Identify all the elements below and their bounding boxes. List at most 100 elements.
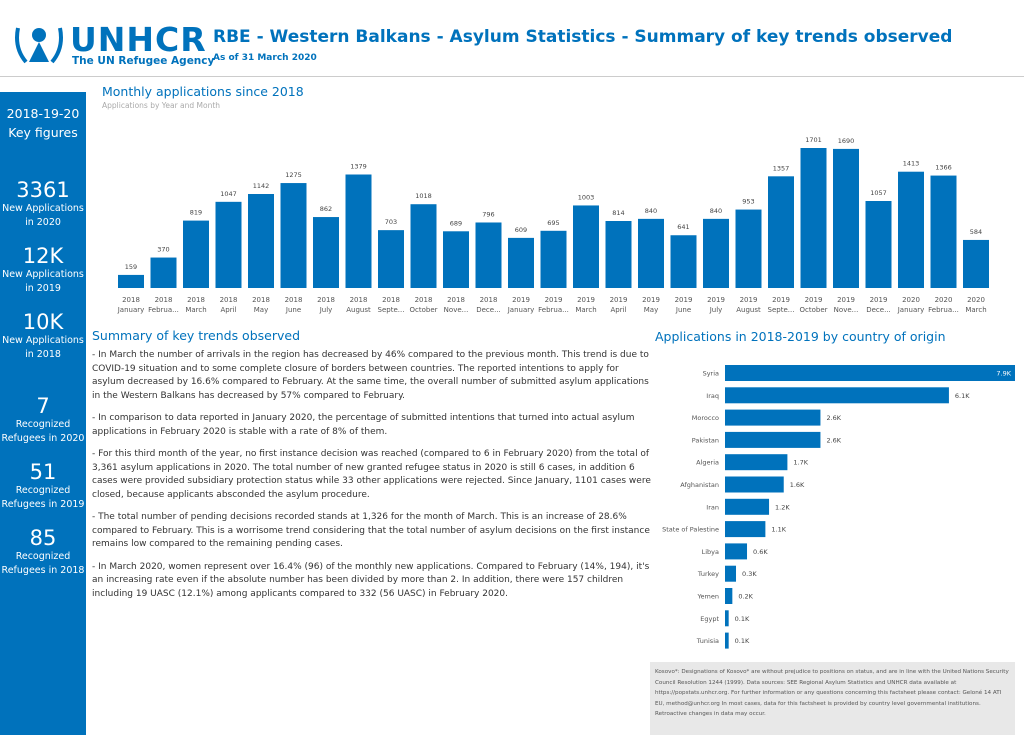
x-tick-label: 2018 — [317, 296, 335, 304]
summary-paragraph: - In comparison to data reported in Janu… — [92, 413, 635, 437]
key-label: Recognized Refugees in 2018 — [1, 551, 85, 576]
bar — [725, 409, 821, 426]
bar — [725, 521, 766, 538]
data-label: 584 — [970, 228, 982, 236]
x-tick-label: Septe... — [378, 306, 405, 314]
bar — [508, 237, 534, 288]
bar — [345, 174, 372, 288]
bar — [800, 148, 827, 288]
x-tick-label: 2019 — [545, 296, 563, 304]
bar — [540, 230, 567, 288]
x-tick-label: March — [185, 306, 206, 314]
key-value: 85 — [29, 526, 57, 550]
x-tick-label: Dece... — [866, 306, 891, 314]
data-label: 1690 — [838, 137, 855, 145]
bar — [930, 175, 957, 288]
bar — [638, 218, 664, 288]
y-tick-label: Yemen — [696, 593, 719, 601]
data-label: 1413 — [903, 160, 920, 168]
bar — [378, 230, 404, 288]
x-tick-label: 2020 — [967, 296, 985, 304]
data-label: 1018 — [415, 192, 432, 200]
x-tick-label: 2018 — [382, 296, 400, 304]
x-tick-label: Februa... — [538, 306, 569, 314]
key-label: New Applications in 2020 — [2, 203, 84, 228]
y-tick-label: Libya — [702, 548, 719, 556]
x-tick-label: 2019 — [512, 296, 530, 304]
y-tick-label: Algeria — [696, 459, 719, 467]
data-label: 609 — [515, 226, 527, 234]
y-tick-label: Iraq — [706, 392, 719, 400]
data-label: 641 — [677, 223, 689, 231]
x-tick-label: 2018 — [480, 296, 498, 304]
x-tick-label: 2019 — [740, 296, 758, 304]
key-value: 12K — [22, 244, 64, 268]
x-tick-label: 2019 — [707, 296, 725, 304]
logo-icon — [15, 27, 63, 64]
data-label: 0.1K — [735, 637, 750, 645]
data-label: 370 — [157, 246, 169, 254]
y-tick-label: Afghanistan — [680, 481, 719, 489]
data-label: 1142 — [253, 182, 270, 190]
data-label: 1366 — [935, 164, 952, 172]
data-label: 1357 — [773, 164, 790, 172]
x-tick-label: 2018 — [122, 296, 140, 304]
key-value: 51 — [29, 460, 57, 484]
x-tick-label: June — [675, 306, 691, 314]
x-tick-label: 2020 — [935, 296, 953, 304]
key-label: Recognized Refugees in 2019 — [1, 485, 85, 510]
y-tick-label: Tunisia — [696, 637, 719, 645]
x-tick-label: 2019 — [577, 296, 595, 304]
summary-title: Summary of key trends observed — [92, 328, 301, 343]
y-tick-label: Iran — [706, 503, 719, 511]
data-label: 1275 — [285, 171, 302, 179]
bar — [215, 201, 242, 288]
key-value: 3361 — [16, 178, 70, 202]
bar — [670, 235, 697, 288]
x-tick-label: Dece... — [476, 306, 501, 314]
bar — [703, 218, 729, 288]
data-label: 862 — [320, 205, 332, 213]
x-tick-label: 2018 — [155, 296, 173, 304]
x-tick-label: May — [644, 306, 658, 314]
footnote: Kosovo*: Designations of Kosovo* are wit… — [650, 662, 1015, 735]
x-tick-label: June — [285, 306, 301, 314]
chart-title: Monthly applications since 2018 — [102, 84, 304, 99]
key-figures: 3361 New Applications in 2020 12K New Appli… — [0, 178, 86, 578]
x-tick-label: 2018 — [220, 296, 238, 304]
x-tick-label: April — [611, 306, 627, 314]
x-tick-label: July — [319, 306, 333, 314]
bar — [150, 257, 177, 288]
data-label: 0.2K — [738, 593, 753, 601]
data-label: 1701 — [805, 136, 822, 144]
data-label: 695 — [547, 219, 559, 227]
data-label: 1379 — [350, 163, 367, 171]
x-tick-label: 2018 — [285, 296, 303, 304]
bar — [248, 194, 274, 288]
y-tick-label: Turkey — [697, 570, 719, 578]
bar — [725, 498, 770, 515]
x-tick-label: 2020 — [902, 296, 920, 304]
bar — [768, 176, 794, 288]
data-label: 6.1K — [955, 392, 970, 400]
x-tick-label: May — [254, 306, 268, 314]
chart-title: Applications in 2018-2019 by country of … — [655, 329, 946, 344]
bar — [443, 231, 469, 288]
bar — [963, 239, 989, 288]
x-tick-label: January — [117, 306, 145, 314]
logo-text: UNHCR — [70, 20, 207, 59]
x-tick-label: 2018 — [252, 296, 270, 304]
bar — [573, 205, 599, 288]
bar — [725, 632, 729, 649]
key-value: 7 — [36, 394, 50, 418]
data-label: 1.6K — [790, 481, 805, 489]
sidebar: 2018-19-20 Key figures 3361 New Applicati… — [0, 92, 86, 735]
data-label: 689 — [450, 219, 462, 227]
x-tick-label: 2018 — [415, 296, 433, 304]
bar — [865, 201, 892, 288]
x-tick-label: Nove... — [444, 306, 469, 314]
data-label: 814 — [612, 209, 624, 217]
x-tick-label: March — [965, 306, 986, 314]
data-label: 2.6K — [826, 436, 841, 444]
